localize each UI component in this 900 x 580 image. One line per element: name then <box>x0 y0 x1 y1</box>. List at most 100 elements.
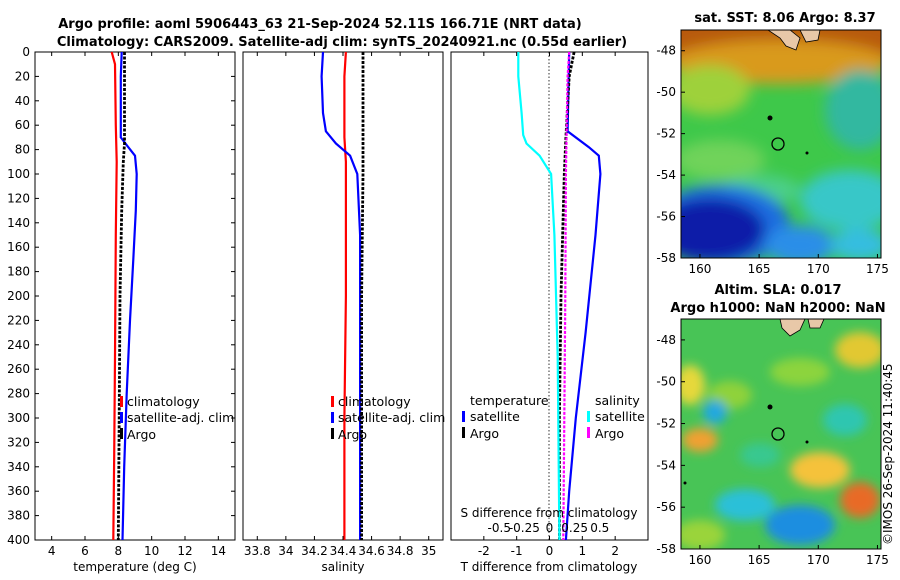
lat-tick-label: -56 <box>656 500 676 514</box>
legend-swatch-argo <box>120 428 123 439</box>
float-position-marker <box>771 137 785 151</box>
depth-tick-label: 60 <box>15 118 30 132</box>
legend-label-climatology: climatology <box>127 394 200 409</box>
x-tick-label-top: 0.25 <box>561 521 588 535</box>
legend-label-satellite: satellite-adj. clim <box>338 410 445 425</box>
float-position-marker <box>771 427 785 441</box>
sla-map: Altim. SLA: 0.017 Argo h1000: NaN h2000:… <box>656 283 889 567</box>
depth-tick-label: 320 <box>7 435 30 449</box>
landmass-shape <box>779 319 806 337</box>
x-tick-label: 34.2 <box>301 544 328 558</box>
lat-tick-label: -58 <box>656 542 676 556</box>
difference-xlabel-top: S difference from climatology <box>461 506 638 520</box>
series-line-t-satellite <box>564 51 602 541</box>
depth-tick-label: 220 <box>7 313 30 327</box>
legend-swatch-satellite <box>120 412 123 423</box>
lat-tick-label: -54 <box>656 458 676 472</box>
legend-swatch-t-argo <box>462 427 465 438</box>
legend-swatch-climatology <box>331 396 334 407</box>
legend-swatch-satellite <box>331 412 334 423</box>
landmass-shape <box>807 319 825 329</box>
legend-label-climatology: climatology <box>338 394 411 409</box>
figure-title-line1: Argo profile: aoml 5906443_63 21-Sep-202… <box>58 17 582 32</box>
lon-tick-label: 165 <box>748 553 771 567</box>
x-tick-label-top: 0.5 <box>590 521 609 535</box>
lat-tick-label: -50 <box>656 85 676 99</box>
lon-tick-label: 175 <box>866 262 889 276</box>
x-tick-label-top: 0 <box>546 521 554 535</box>
salinity-panel: 33.8 34 34.2 34.4 34.6 34.8 35 salinity climat… <box>242 51 445 574</box>
temperature-legend: climatology satellite-adj. clim Argo <box>120 394 234 442</box>
depth-tick-label: 400 <box>7 533 30 547</box>
depth-tick-label: 100 <box>7 167 30 181</box>
depth-tick-label: 20 <box>15 69 30 83</box>
depth-tick-label: 180 <box>7 265 30 279</box>
depth-tick-label: 140 <box>7 216 30 230</box>
island-marker <box>805 151 809 155</box>
temperature-xlabel: temperature (deg C) <box>73 560 196 574</box>
legend-label-t-satellite: satellite <box>470 409 520 424</box>
depth-tick-label: 0 <box>22 45 30 59</box>
depth-tick-label: 380 <box>7 509 30 523</box>
sla-map-frame <box>680 318 882 550</box>
landmass-shape <box>799 30 821 43</box>
series-line-argo <box>360 52 365 540</box>
series-line-argo <box>116 52 126 541</box>
salinity-axes-frame <box>242 51 444 541</box>
salinity-xlabel: salinity <box>321 560 364 574</box>
legend-header-salinity: salinity <box>595 393 640 408</box>
series-line-t-argo <box>558 51 576 540</box>
x-tick-label: 35 <box>421 544 436 558</box>
lon-tick-label: 165 <box>748 262 771 276</box>
island-marker <box>767 115 773 121</box>
legend-header-temperature: temperature <box>470 393 549 408</box>
sla-field <box>681 319 881 549</box>
lat-tick-label: -50 <box>656 375 676 389</box>
x-tick-label: -1 <box>511 544 523 558</box>
lon-tick-label: 160 <box>688 553 711 567</box>
depth-tick-label: 280 <box>7 387 30 401</box>
legend-label-s-satellite: satellite <box>595 409 645 424</box>
lat-tick-label: -48 <box>656 44 676 58</box>
x-tick-label: 1 <box>579 544 587 558</box>
landmass-shape <box>767 30 801 51</box>
x-tick-label: 8 <box>115 544 123 558</box>
x-tick-label: 4 <box>48 544 56 558</box>
lat-tick-label: -52 <box>656 417 676 431</box>
difference-axes-frame <box>450 51 649 541</box>
depth-tick-label: 80 <box>15 143 30 157</box>
temperature-axes-frame <box>34 51 236 541</box>
legend-swatch-t-satellite <box>462 411 465 422</box>
lon-tick-label: 160 <box>688 262 711 276</box>
depth-tick-label: 160 <box>7 240 30 254</box>
x-tick-label: 34.6 <box>358 544 385 558</box>
figure-title-line2: Climatology: CARS2009. Satellite-adj cli… <box>57 35 627 50</box>
x-tick-label: 34.4 <box>330 544 357 558</box>
sst-map-title: sat. SST: 8.06 Argo: 8.37 <box>694 11 875 26</box>
depth-tick-label: 300 <box>7 411 30 425</box>
depth-tick-label: 40 <box>15 94 30 108</box>
lat-tick-label: -58 <box>656 251 676 265</box>
x-tick-label: 12 <box>177 544 192 558</box>
lat-tick-label: -52 <box>656 127 676 141</box>
x-tick-label: 6 <box>81 544 89 558</box>
lon-tick-label: 170 <box>807 553 830 567</box>
x-tick-label: -2 <box>478 544 490 558</box>
lat-tick-label: -48 <box>656 333 676 347</box>
x-tick-label: 0 <box>546 544 554 558</box>
legend-label-satellite: satellite-adj. clim <box>127 410 234 425</box>
x-tick-label-top: -0.25 <box>509 521 540 535</box>
x-tick-label: 34 <box>278 544 293 558</box>
legend-swatch-climatology <box>120 396 123 407</box>
depth-tick-label: 260 <box>7 362 30 376</box>
series-line-s-argo <box>562 51 571 541</box>
legend-swatch-s-argo <box>587 427 590 438</box>
x-tick-label-top: -0.5 <box>488 521 511 535</box>
difference-panel: -2 -1 0 1 2 S difference from climatology -0… <box>450 51 649 574</box>
series-line-s-satellite <box>517 52 561 541</box>
series-line-climatology <box>110 51 118 541</box>
lon-tick-label: 170 <box>807 262 830 276</box>
temperature-panel: 4 6 8 10 12 14 020406080100120140160180200220… <box>7 45 648 574</box>
x-tick-label: 10 <box>144 544 159 558</box>
